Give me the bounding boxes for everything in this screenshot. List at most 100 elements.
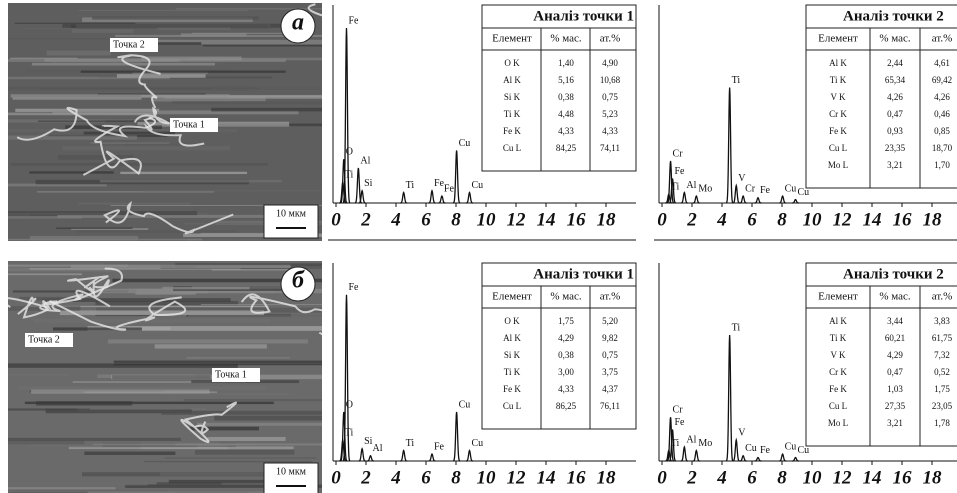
x-tick-label: 2 bbox=[686, 467, 697, 488]
spectrum-peak bbox=[400, 451, 407, 462]
table-cell: 4,90 bbox=[602, 58, 618, 68]
x-tick-label: 10 bbox=[477, 209, 497, 230]
image-streak bbox=[144, 461, 311, 462]
spectrum-peak bbox=[779, 196, 786, 203]
table-cell: Si K bbox=[504, 350, 521, 360]
image-streak bbox=[162, 287, 249, 290]
image-streak bbox=[100, 180, 282, 183]
image-streak bbox=[56, 227, 132, 229]
peak-label: Ti bbox=[345, 427, 354, 438]
table-cell: 65,34 bbox=[885, 75, 906, 85]
image-streak bbox=[58, 155, 133, 160]
table-cell: 2,44 bbox=[887, 58, 903, 68]
image-streak bbox=[212, 87, 435, 90]
image-streak bbox=[32, 63, 215, 66]
table-cell: 86,25 bbox=[556, 401, 577, 411]
peak-label: Mo bbox=[698, 183, 712, 194]
image-streak bbox=[62, 146, 230, 151]
panel-letter: б bbox=[292, 268, 305, 294]
peak-label: Cu bbox=[459, 138, 471, 149]
x-tick-label: 16 bbox=[893, 209, 913, 230]
table-cell: 10,68 bbox=[600, 75, 621, 85]
image-streak bbox=[143, 190, 356, 191]
table-title: Аналіз точки 2 bbox=[843, 266, 944, 282]
table-header: Елемент bbox=[492, 291, 532, 303]
table-cell: 5,20 bbox=[602, 316, 618, 326]
table-cell: 7,32 bbox=[934, 350, 950, 360]
table-title: Аналіз точки 1 bbox=[533, 266, 634, 282]
image-streak bbox=[36, 401, 132, 405]
table-cell: O K bbox=[504, 316, 520, 326]
x-tick-label: 14 bbox=[537, 209, 556, 230]
table-header: % мас. bbox=[550, 33, 582, 45]
x-tick-label: 8 bbox=[777, 467, 787, 488]
peak-label: Ti bbox=[406, 438, 415, 449]
table-cell: 4,26 bbox=[887, 92, 903, 102]
peak-label: Fe bbox=[675, 417, 686, 428]
image-streak bbox=[155, 344, 267, 348]
table-cell: 3,21 bbox=[887, 418, 903, 428]
table-cell: 0,47 bbox=[887, 367, 903, 377]
image-streak bbox=[0, 487, 116, 489]
point-label: Точка 2 bbox=[113, 39, 145, 50]
x-tick-label: 8 bbox=[451, 209, 461, 230]
peak-label: V bbox=[738, 173, 746, 184]
x-tick-label: 2 bbox=[686, 209, 697, 230]
x-tick-label: 10 bbox=[477, 467, 497, 488]
spectrum-peak bbox=[428, 454, 435, 461]
table-cell: Al K bbox=[503, 75, 521, 85]
image-streak bbox=[84, 392, 217, 393]
x-tick-label: 8 bbox=[451, 467, 461, 488]
image-streak bbox=[203, 45, 457, 46]
spectrum-peak bbox=[754, 198, 761, 203]
image-streak bbox=[0, 481, 148, 485]
image-streak bbox=[30, 236, 138, 241]
peak-label: Fe bbox=[760, 445, 771, 456]
table-cell: O K bbox=[504, 58, 520, 68]
image-streak bbox=[84, 452, 175, 455]
x-tick-label: 0 bbox=[331, 209, 341, 230]
x-tick-label: 6 bbox=[421, 209, 431, 230]
spectrum-peak bbox=[428, 191, 435, 203]
table-cell: Ti K bbox=[504, 367, 521, 377]
spectrum-peak bbox=[681, 193, 688, 204]
peak-label: Si bbox=[364, 436, 373, 447]
x-tick-label: 0 bbox=[657, 209, 667, 230]
image-streak bbox=[78, 230, 237, 233]
x-tick-label: 4 bbox=[390, 467, 401, 488]
table-cell: 4,26 bbox=[934, 92, 950, 102]
table-cell: 5,16 bbox=[558, 75, 574, 85]
x-tick-label: 18 bbox=[923, 209, 943, 230]
image-streak bbox=[190, 427, 259, 431]
scale-text: 10 мкм bbox=[276, 466, 307, 477]
table-cell: 1,70 bbox=[934, 160, 950, 170]
image-streak bbox=[176, 8, 405, 10]
peak-label: Al bbox=[360, 155, 370, 166]
x-tick-label: 14 bbox=[863, 209, 882, 230]
image-streak bbox=[72, 29, 134, 33]
table-cell: V K bbox=[830, 350, 846, 360]
peak-label: Al bbox=[686, 180, 696, 191]
table-header: % мас. bbox=[550, 291, 582, 303]
table-header: Елемент bbox=[818, 33, 858, 45]
spectrum-peak bbox=[754, 458, 761, 462]
peak-label: Ti bbox=[671, 182, 680, 193]
point-label: Точка 1 bbox=[215, 369, 247, 380]
image-streak bbox=[0, 273, 82, 275]
table-cell: Al K bbox=[503, 333, 521, 343]
table-cell: 23,35 bbox=[885, 143, 906, 153]
image-streak bbox=[91, 143, 170, 144]
table-cell: 4,48 bbox=[558, 109, 574, 119]
image-streak bbox=[78, 203, 191, 205]
spectrum-peak bbox=[792, 200, 799, 204]
table-cell: 4,33 bbox=[602, 126, 618, 136]
table-cell: Fe K bbox=[503, 384, 521, 394]
image-streak bbox=[195, 450, 294, 455]
image-streak bbox=[0, 408, 77, 410]
peak-label: Ti bbox=[406, 180, 415, 191]
table-cell: 3,21 bbox=[887, 160, 903, 170]
table-header: ат.% bbox=[600, 33, 621, 45]
peak-label: Mo bbox=[698, 438, 712, 449]
table-cell: Al K bbox=[829, 58, 847, 68]
table-cell: Cu L bbox=[503, 401, 521, 411]
